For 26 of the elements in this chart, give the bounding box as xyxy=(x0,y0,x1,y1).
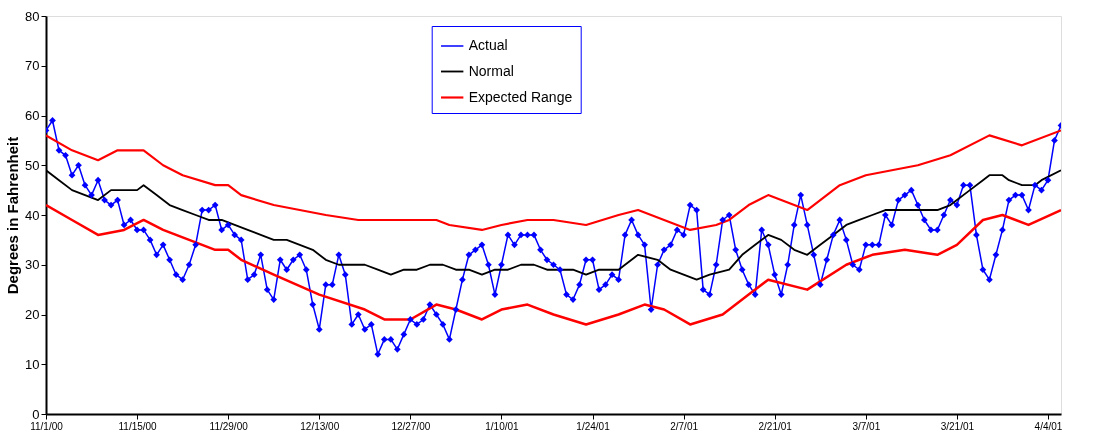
y-axis-title: Degrees in Fahrenheit xyxy=(4,136,22,295)
legend-label: Expected Range xyxy=(468,88,573,105)
y-tick-label: 20 xyxy=(25,307,40,322)
y-tick-label: 60 xyxy=(25,108,40,123)
y-tick-label: 80 xyxy=(25,8,40,24)
y-tick-label: 0 xyxy=(32,406,40,422)
line-series xyxy=(46,203,1061,326)
legend-label: Normal xyxy=(468,62,514,79)
x-tick-label: 11/1/00 xyxy=(30,420,64,432)
x-tick-label: 1/24/01 xyxy=(576,420,611,432)
x-tick-label: 4/4/01 xyxy=(1034,420,1063,432)
x-tick-label: 12/13/00 xyxy=(300,420,340,432)
legend-label: Actual xyxy=(468,37,508,53)
y-tick-label: 50 xyxy=(25,157,40,173)
y-tick-label: 70 xyxy=(25,58,40,74)
x-tick-label: 1/10/01 xyxy=(485,420,520,432)
x-tick-label: 2/21/01 xyxy=(758,420,793,432)
x-tick-label: 12/27/00 xyxy=(391,420,431,432)
x-tick-label: 2/7/01 xyxy=(670,420,699,432)
x-tick-label: 3/21/01 xyxy=(940,420,975,432)
y-tick-label: 30 xyxy=(25,257,40,273)
x-tick-label: 3/7/01 xyxy=(852,420,881,432)
x-tick-label: 11/15/00 xyxy=(118,420,158,432)
y-tick-label: 10 xyxy=(25,356,40,372)
x-tick-label: 11/29/00 xyxy=(209,420,249,432)
y-tick-label: 40 xyxy=(25,207,40,223)
